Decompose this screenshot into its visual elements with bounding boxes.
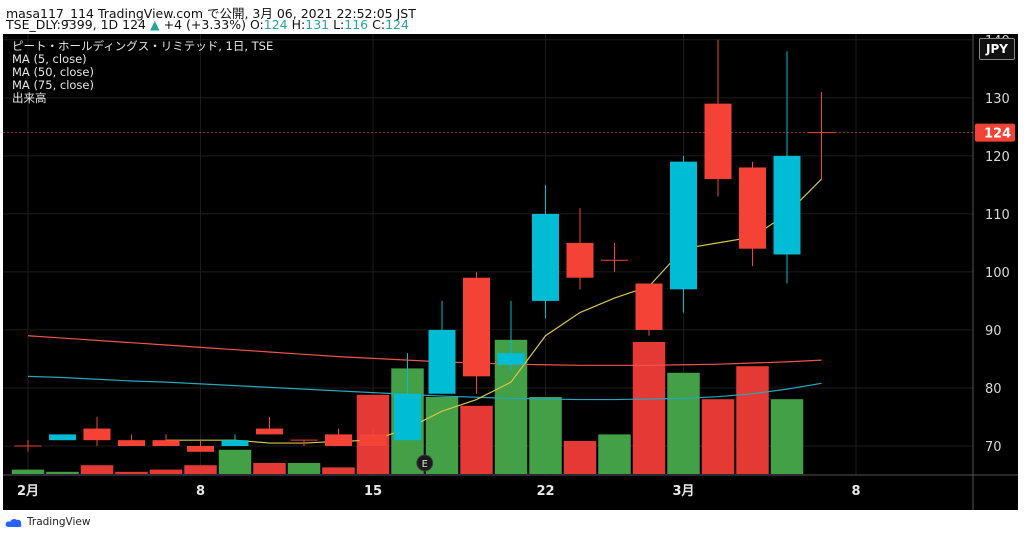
currency-button[interactable]: JPY (979, 38, 1015, 60)
volume-bar (218, 449, 252, 474)
legend-ma50: MA (50, close) (12, 65, 94, 79)
low-label: L: (333, 17, 345, 32)
volume-bar (460, 405, 493, 474)
legend-ma5: MA (5, close) (12, 52, 87, 66)
candle-body (394, 393, 421, 441)
volume-bar (598, 434, 631, 474)
x-tick-label: 15 (364, 484, 382, 499)
earnings-marker-label: E (422, 459, 428, 470)
volume-bar (253, 463, 286, 474)
volume-bar (80, 465, 114, 474)
y-tick-label: 90 (985, 324, 1002, 339)
volume-bar (184, 465, 217, 474)
high-value: 131 (305, 17, 330, 32)
symbol-info: TSE_DLY:9399, 1D 124 (6, 17, 147, 32)
candle-body (773, 155, 801, 255)
candle-body (635, 283, 663, 330)
chart-legend: ピート・ホールディングス・リミテッド, 1日, TSE MA (5, close… (12, 40, 273, 105)
publish-info: masa117_114 TradingView.com で公開, 3月 06, … (6, 6, 416, 21)
x-tick-label: 2月 (17, 484, 39, 499)
legend-ma75: MA (75, close) (12, 78, 94, 92)
candle-body (739, 167, 766, 249)
candle-body (359, 434, 387, 446)
x-tick-label: 8 (851, 484, 860, 499)
tradingview-brand: TradingView (27, 516, 91, 528)
candle-body (83, 428, 111, 441)
last-price-badge (975, 123, 1015, 142)
volume-bar (701, 399, 735, 474)
y-tick-label: 130 (985, 92, 1010, 107)
x-tick-label: 3月 (672, 484, 694, 499)
y-tick-label: 100 (985, 266, 1010, 281)
price-change: +4 (+3.33%) (163, 17, 246, 32)
close-value: 124 (385, 17, 409, 32)
last-price-label: 124 (984, 127, 1011, 142)
legend-volume: 出来高 (12, 91, 47, 105)
up-arrow-icon: ▲ (150, 17, 160, 32)
tradingview-logo[interactable]: TradingView (5, 516, 90, 528)
candle-body (221, 440, 249, 446)
volume-bar (770, 399, 804, 474)
price-chart[interactable]: 7080901001101201301402月815223月8124E (3, 34, 1018, 510)
volume-bar (667, 372, 700, 474)
chart-canvas[interactable]: 7080901001101201301402月815223月8124E (3, 34, 1018, 510)
volume-bar (11, 469, 45, 474)
candle-body (256, 428, 283, 435)
candle-body (463, 277, 490, 377)
ma75-line (27, 335, 822, 366)
y-tick-label: 110 (985, 208, 1010, 223)
candle-body (497, 353, 525, 365)
candle-body (670, 161, 697, 290)
legend-title: ピート・ホールディングス・リミテッド, 1日, TSE (12, 39, 274, 53)
open-label: O: (249, 17, 264, 32)
candle-body (532, 213, 559, 301)
volume-bar (529, 397, 562, 474)
candle-body (49, 434, 76, 441)
low-value: 116 (344, 17, 369, 32)
ohlc-summary: TSE_DLY:9399, 1D 124 ▲ +4 (+3.33%) O:124… (6, 17, 409, 32)
candle-body (152, 440, 180, 446)
candle-body (704, 103, 732, 180)
y-tick-label: 80 (985, 382, 1002, 397)
candle-body (325, 434, 352, 446)
volume-bar (563, 441, 597, 474)
y-tick-label: 70 (985, 440, 1002, 455)
ma50-line (27, 375, 822, 401)
candle-body (566, 242, 594, 278)
volume-bar (287, 463, 321, 474)
close-label: C: (372, 17, 386, 32)
x-tick-label: 22 (536, 484, 554, 499)
volume-bar (322, 467, 355, 474)
cloud-icon (5, 518, 22, 527)
volume-bar (736, 366, 769, 474)
high-label: H: (291, 17, 306, 32)
open-value: 124 (263, 17, 288, 32)
chart-header: masa117_114 TradingView.com で公開, 3月 06, … (0, 0, 1024, 34)
candle-body (187, 445, 214, 452)
candle-body (428, 329, 456, 394)
volume-bar (149, 469, 183, 474)
volume-bar (115, 471, 148, 474)
x-tick-label: 8 (196, 484, 205, 499)
ma5-line (166, 178, 822, 444)
volume-bar (632, 342, 666, 474)
candle-body (118, 440, 145, 446)
y-tick-label: 120 (985, 150, 1010, 165)
footer: TradingView (0, 510, 1024, 536)
volume-bar (46, 471, 79, 474)
earnings-marker-icon (416, 454, 434, 472)
